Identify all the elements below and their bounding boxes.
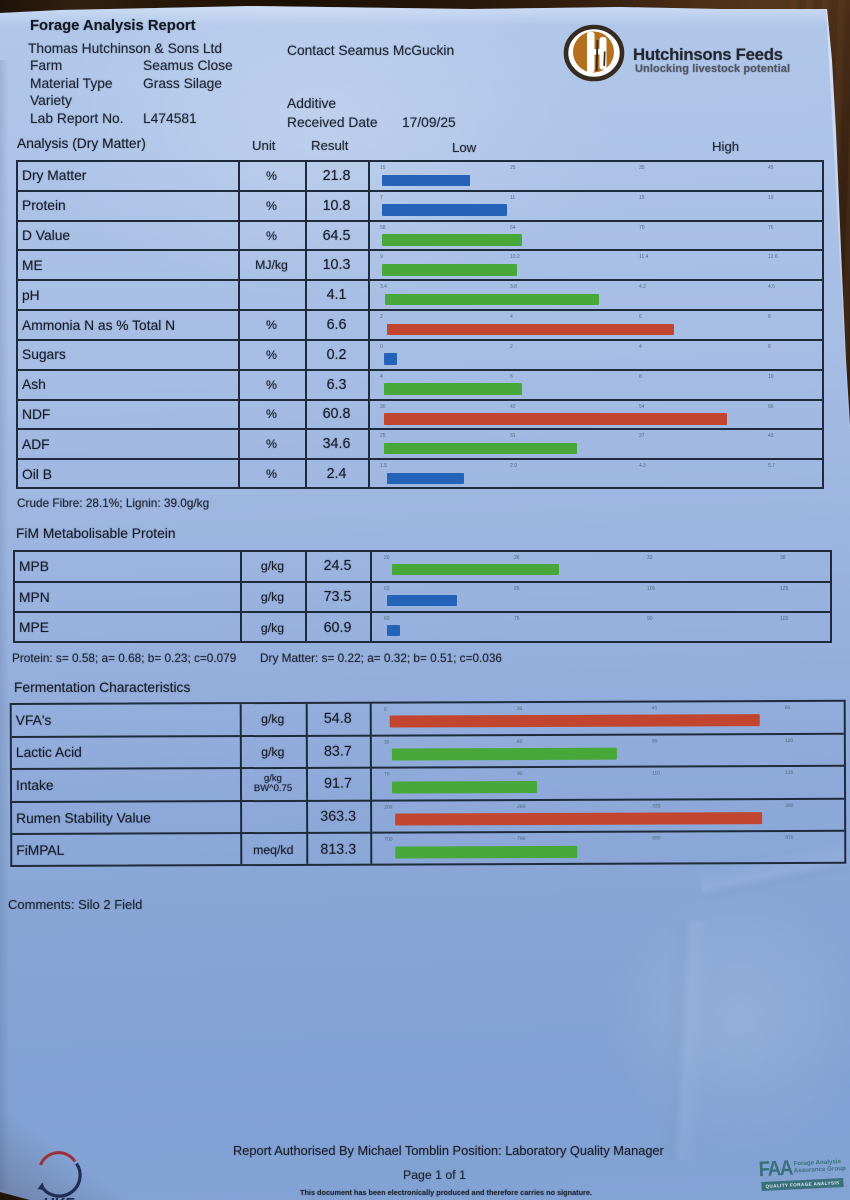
svg-text:UKF: UKF [44,1195,75,1200]
